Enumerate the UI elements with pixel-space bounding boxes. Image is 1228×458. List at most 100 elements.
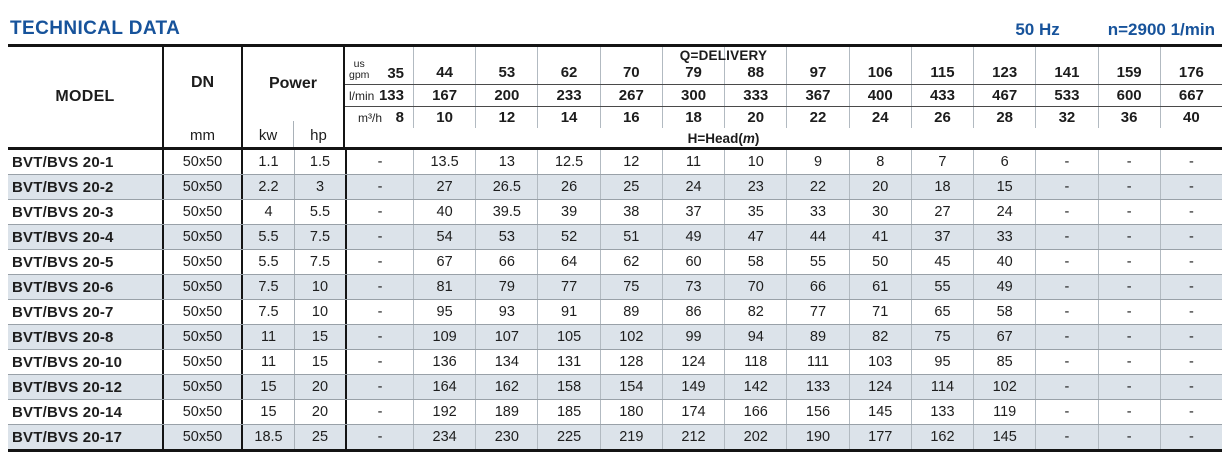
- dn-cell: 50x50: [164, 425, 243, 449]
- delivery-value-cell: 10: [413, 107, 475, 128]
- head-value-cell: -: [345, 225, 413, 249]
- power-kw-cell: 11: [260, 354, 277, 370]
- head-value-cell: 64: [537, 250, 599, 274]
- delivery-value-cell: 26: [910, 107, 973, 128]
- power-unit-labels: kw hp: [243, 121, 343, 147]
- frequency-value: 50 Hz: [1015, 20, 1060, 39]
- head-value-cell: -: [1035, 250, 1097, 274]
- head-value-cell: 75: [910, 325, 973, 349]
- head-value-cell: 35: [724, 200, 786, 224]
- delivery-value-cell: 36: [1097, 107, 1160, 128]
- head-value-cell: 124: [848, 375, 911, 399]
- delivery-value-cell: 333: [724, 85, 786, 106]
- head-value-cell: 71: [848, 300, 911, 324]
- delivery-value-cell: 40: [1159, 107, 1222, 128]
- dn-cell: 50x50: [164, 175, 243, 199]
- head-value-cell: 202: [724, 425, 786, 449]
- head-value-cell: -: [345, 200, 413, 224]
- delivery-title: Q=DELIVERY: [679, 48, 768, 63]
- head-value-cell: 49: [661, 225, 724, 249]
- head-value-cell: 102: [973, 375, 1035, 399]
- head-value-cell: 99: [661, 325, 724, 349]
- delivery-value-cell: 400: [848, 85, 911, 106]
- head-value-cell: -: [1159, 150, 1222, 174]
- head-value-cell: 67: [413, 250, 475, 274]
- power-kw-cell: 2.2: [258, 179, 279, 195]
- delivery-value-cell: 300: [661, 85, 724, 106]
- head-value-cell: 180: [599, 400, 662, 424]
- head-value-cell: -: [345, 425, 413, 449]
- head-value-cell: 158: [537, 375, 599, 399]
- head-value-cell: 7: [910, 150, 973, 174]
- head-value-cell: 67: [973, 325, 1035, 349]
- delivery-value-cell: 32: [1035, 107, 1097, 128]
- head-value-cell: 26.5: [475, 175, 537, 199]
- head-value-cell: 149: [661, 375, 724, 399]
- head-value-cell: 15: [973, 175, 1035, 199]
- head-value-cell: 119: [973, 400, 1035, 424]
- power-hp-cell: 1.5: [294, 150, 345, 174]
- head-value-cell: 37: [910, 225, 973, 249]
- head-value-cell: 55: [786, 250, 848, 274]
- head-value-cell: 13: [475, 150, 537, 174]
- head-value-cell: 109: [413, 325, 475, 349]
- head-value-cell: 20: [848, 175, 911, 199]
- head-value-cell: -: [1159, 175, 1222, 199]
- head-value-cell: -: [345, 275, 413, 299]
- delivery-value-cell: 600: [1097, 85, 1160, 106]
- head-value-cell: -: [1159, 375, 1222, 399]
- table-row: BVT/BVS 20-7 50x50 7.5 10-95 93 91 89 86 82 77 71 6…: [8, 299, 1222, 324]
- head-value-cell: 164: [413, 375, 475, 399]
- head-value-cell: 91: [537, 300, 599, 324]
- head-value-cell: 55: [910, 275, 973, 299]
- dn-cell: 50x50: [164, 275, 243, 299]
- delivery-value-cell: 28: [973, 107, 1035, 128]
- table-row: BVT/BVS 20-3 50x50 4 5.5-40 39.5 39 38 37 35 33 30…: [8, 199, 1222, 224]
- head-value-cell: -: [1035, 325, 1097, 349]
- head-value-cell: 58: [973, 300, 1035, 324]
- head-value-cell: 66: [475, 250, 537, 274]
- head-value-cell: 154: [599, 375, 662, 399]
- head-value-cell: 66: [786, 275, 848, 299]
- head-value-cell: 82: [724, 300, 786, 324]
- power-kw-cell: 1.1: [258, 154, 279, 170]
- power-kw-cell: 15: [260, 379, 277, 395]
- delivery-value-cell: 12: [475, 107, 537, 128]
- head-value-cell: -: [1035, 150, 1097, 174]
- delivery-unit-cell: l/min 133: [345, 85, 413, 106]
- head-value-cell: 12.5: [537, 150, 599, 174]
- model-cell: BVT/BVS 20-4: [8, 225, 164, 249]
- head-value-cell: 86: [661, 300, 724, 324]
- head-value-cell: 234: [413, 425, 475, 449]
- head-value-cell: 111: [786, 350, 848, 374]
- power-hp-cell: 20: [294, 400, 345, 424]
- dn-cell: 50x50: [164, 400, 243, 424]
- table-row: BVT/BVS 20-14 50x50 15 20-192 189 185 180 174 16…: [8, 399, 1222, 424]
- head-value-cell: -: [1097, 375, 1160, 399]
- head-value-cell: -: [1097, 325, 1160, 349]
- table-row: BVT/BVS 20-10 50x50 11 15-136 134 131 128 124 11…: [8, 349, 1222, 374]
- head-value-cell: -: [1097, 250, 1160, 274]
- head-value-cell: 47: [724, 225, 786, 249]
- head-value-cell: -: [1097, 200, 1160, 224]
- head-value-cell: 38: [599, 200, 662, 224]
- head-value-cell: -: [1097, 400, 1160, 424]
- head-value-cell: 212: [661, 425, 724, 449]
- head-value-cell: -: [1097, 150, 1160, 174]
- delivery-value-cell: 88: [724, 47, 786, 84]
- dn-unit-label: mm: [190, 127, 215, 144]
- head-value-cell: 133: [786, 375, 848, 399]
- head-value-cell: 70: [724, 275, 786, 299]
- head-value-cell: 30: [848, 200, 911, 224]
- delivery-value-cell: 24: [848, 107, 911, 128]
- power-kw-cell: 11: [260, 329, 277, 345]
- head-value-cell: -: [1097, 350, 1160, 374]
- head-value-cell: 230: [475, 425, 537, 449]
- head-value-cell: -: [345, 350, 413, 374]
- head-value-cell: 134: [475, 350, 537, 374]
- delivery-unit-cell: us gpm 35: [345, 47, 413, 84]
- head-value-cell: 6: [973, 150, 1035, 174]
- table-row: BVT/BVS 20-8 50x50 11 15-109 107 105 102 99 94 89…: [8, 324, 1222, 349]
- head-value-cell: 40: [973, 250, 1035, 274]
